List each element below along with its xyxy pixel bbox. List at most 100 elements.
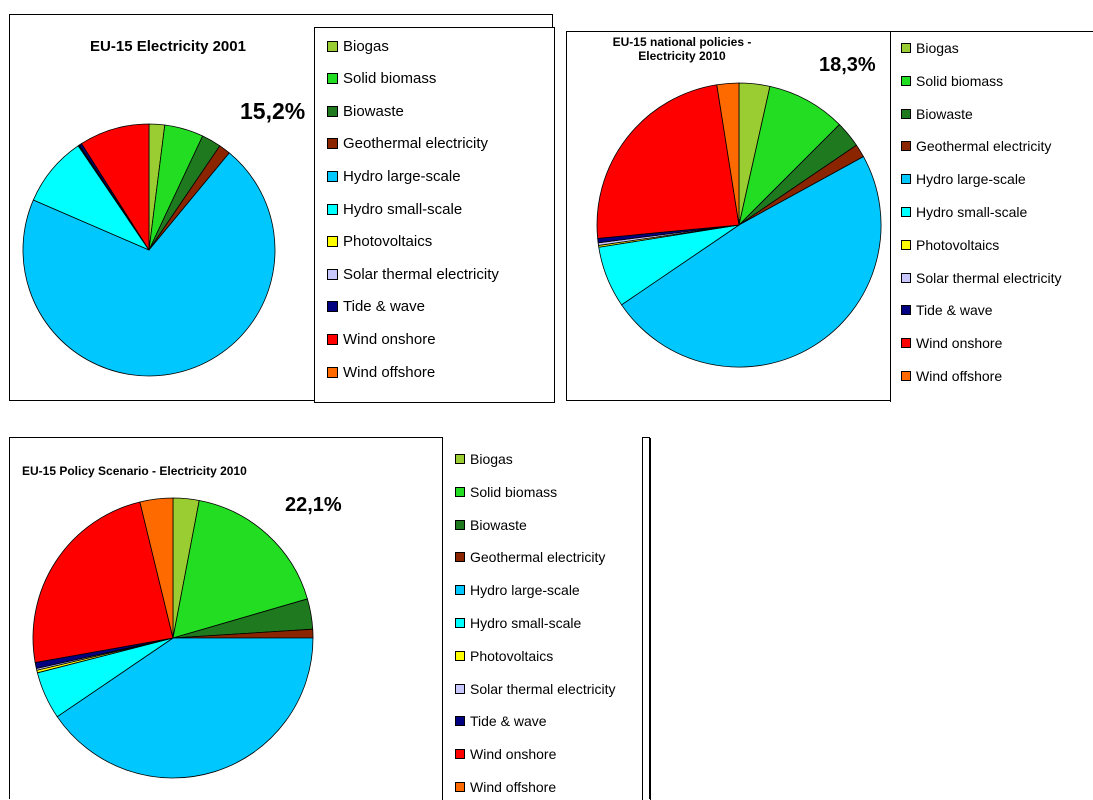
legend-label: Tide & wave xyxy=(916,302,993,319)
legend-item: Hydro small-scale xyxy=(901,202,1027,222)
legend-label: Biogas xyxy=(470,451,513,467)
chart-percentage-annotation: 22,1% xyxy=(285,494,342,516)
legend-item: Photovoltaics xyxy=(901,235,999,255)
legend-item: Wind onshore xyxy=(327,329,436,349)
legend-swatch xyxy=(327,333,338,345)
legend-label: Solid biomass xyxy=(470,483,558,500)
legend-item: Solid biomass xyxy=(901,71,1003,91)
legend-label: Wind onshore xyxy=(916,335,1003,352)
legend-label: Wind offshore xyxy=(916,368,1003,384)
legend-swatch xyxy=(901,141,911,152)
chart-panel-3: EU-15 Policy Scenario - Electricity 2010… xyxy=(9,437,651,800)
legend-item: Biogas xyxy=(455,449,513,469)
legend-label: Biowaste xyxy=(343,102,404,120)
legend-item: Biogas xyxy=(327,36,389,56)
legend-item: Hydro small-scale xyxy=(455,613,581,633)
legend-swatch xyxy=(455,585,465,596)
legend-swatch xyxy=(455,716,465,727)
legend-swatch xyxy=(455,519,465,530)
chart-panel-1: EU-15 Electricity 2001 15,2% Biogas Solid… xyxy=(9,14,555,403)
legend-item: Solid biomass xyxy=(327,69,436,89)
legend-item: Solid biomass xyxy=(455,482,557,502)
pie-chart xyxy=(32,497,314,779)
legend-item: Hydro large-scale xyxy=(901,169,1026,189)
legend-item: Biowaste xyxy=(901,104,973,124)
legend: Biogas Solid biomass Biowaste Geothermal el… xyxy=(442,437,643,800)
chart-panel-2: EU-15 national policies - Electricity 20… xyxy=(566,31,1093,402)
legend-label: Geothermal electricity xyxy=(470,549,606,566)
pie-slice-wind-onshore xyxy=(596,84,740,239)
chart-percentage-annotation: 15,2% xyxy=(240,98,306,124)
chart-title: EU-15 Policy Scenario - Electricity 2010 xyxy=(22,464,247,478)
legend-item: Tide & wave xyxy=(327,297,425,317)
legend-label: Wind onshore xyxy=(343,330,436,348)
legend-item: Geothermal electricity xyxy=(327,134,488,154)
pie-slice-hydro-large-scale xyxy=(621,156,882,368)
legend-item: Geothermal electricity xyxy=(901,136,1051,156)
legend-swatch xyxy=(455,749,465,760)
pie-slice-wind-offshore xyxy=(139,497,174,639)
legend-item: Tide & wave xyxy=(455,711,547,731)
legend-swatch xyxy=(455,782,465,792)
legend-label: Biowaste xyxy=(916,105,973,122)
legend-label: Solar thermal electricity xyxy=(916,269,1062,286)
legend-label: Biowaste xyxy=(470,516,527,533)
legend-label: Hydro small-scale xyxy=(343,200,463,218)
legend-swatch xyxy=(327,301,338,313)
legend-swatch xyxy=(455,618,465,628)
legend-item: Biowaste xyxy=(455,515,527,535)
legend-item: Hydro small-scale xyxy=(327,199,462,219)
legend: Biogas Solid biomass Biowaste Geothermal el… xyxy=(890,32,1093,402)
legend-label: Tide & wave xyxy=(343,298,425,316)
legend-item: Photovoltaics xyxy=(455,646,553,666)
pie-slice-wind-onshore xyxy=(32,501,174,663)
pie-chart xyxy=(596,82,882,368)
legend-item: Biowaste xyxy=(327,101,404,121)
legend-swatch xyxy=(327,236,338,248)
chart-title: EU-15 national policies - Electricity 20… xyxy=(612,35,752,63)
legend-label: Photovoltaics xyxy=(916,236,1000,253)
pie-slice-hydro-large-scale xyxy=(56,637,314,779)
legend-swatch xyxy=(327,268,338,280)
chart-percentage-annotation: 18,3% xyxy=(819,54,876,76)
legend-label: Photovoltaics xyxy=(470,647,554,664)
legend-swatch xyxy=(327,73,338,85)
legend-label: Hydro large-scale xyxy=(470,582,580,599)
legend-swatch xyxy=(901,75,911,86)
legend-label: Wind offshore xyxy=(343,363,436,381)
legend-item: Biogas xyxy=(901,38,959,58)
legend-swatch xyxy=(901,338,911,349)
legend-item: Hydro large-scale xyxy=(327,166,461,186)
legend-label: Biogas xyxy=(916,40,959,56)
legend-swatch xyxy=(455,454,465,464)
legend-item: Wind offshore xyxy=(455,777,556,797)
legend-label: Solid biomass xyxy=(916,72,1004,89)
legend-swatch xyxy=(901,305,911,316)
legend: Biogas Solid biomass Biowaste Geothermal el… xyxy=(314,27,555,403)
legend-swatch xyxy=(901,108,911,119)
pie-slice-hydro-large-scale xyxy=(22,152,276,377)
legend-label: Wind offshore xyxy=(470,779,557,795)
legend-label: Hydro small-scale xyxy=(916,204,1028,220)
chart-title: EU-15 Electricity 2001 xyxy=(90,38,246,55)
pie-slice-wind-onshore xyxy=(81,123,150,251)
legend-item: Wind offshore xyxy=(327,362,435,382)
legend-label: Hydro large-scale xyxy=(343,167,461,185)
legend-swatch xyxy=(901,272,911,283)
legend-label: Geothermal electricity xyxy=(343,135,489,153)
legend-border-line xyxy=(650,438,651,800)
legend-swatch xyxy=(455,486,465,497)
legend-swatch xyxy=(901,207,911,217)
legend-swatch xyxy=(327,366,338,378)
legend-item: Geothermal electricity xyxy=(455,547,605,567)
legend-label: Biogas xyxy=(343,37,389,55)
legend-item: Hydro large-scale xyxy=(455,580,580,600)
legend-label: Hydro large-scale xyxy=(916,171,1026,188)
legend-swatch xyxy=(455,552,465,563)
legend-label: Geothermal electricity xyxy=(916,138,1052,155)
legend-swatch xyxy=(327,138,338,150)
legend-swatch xyxy=(455,683,465,694)
legend-label: Solar thermal electricity xyxy=(470,680,616,697)
legend-swatch xyxy=(901,239,911,250)
legend-label: Hydro small-scale xyxy=(470,615,582,631)
